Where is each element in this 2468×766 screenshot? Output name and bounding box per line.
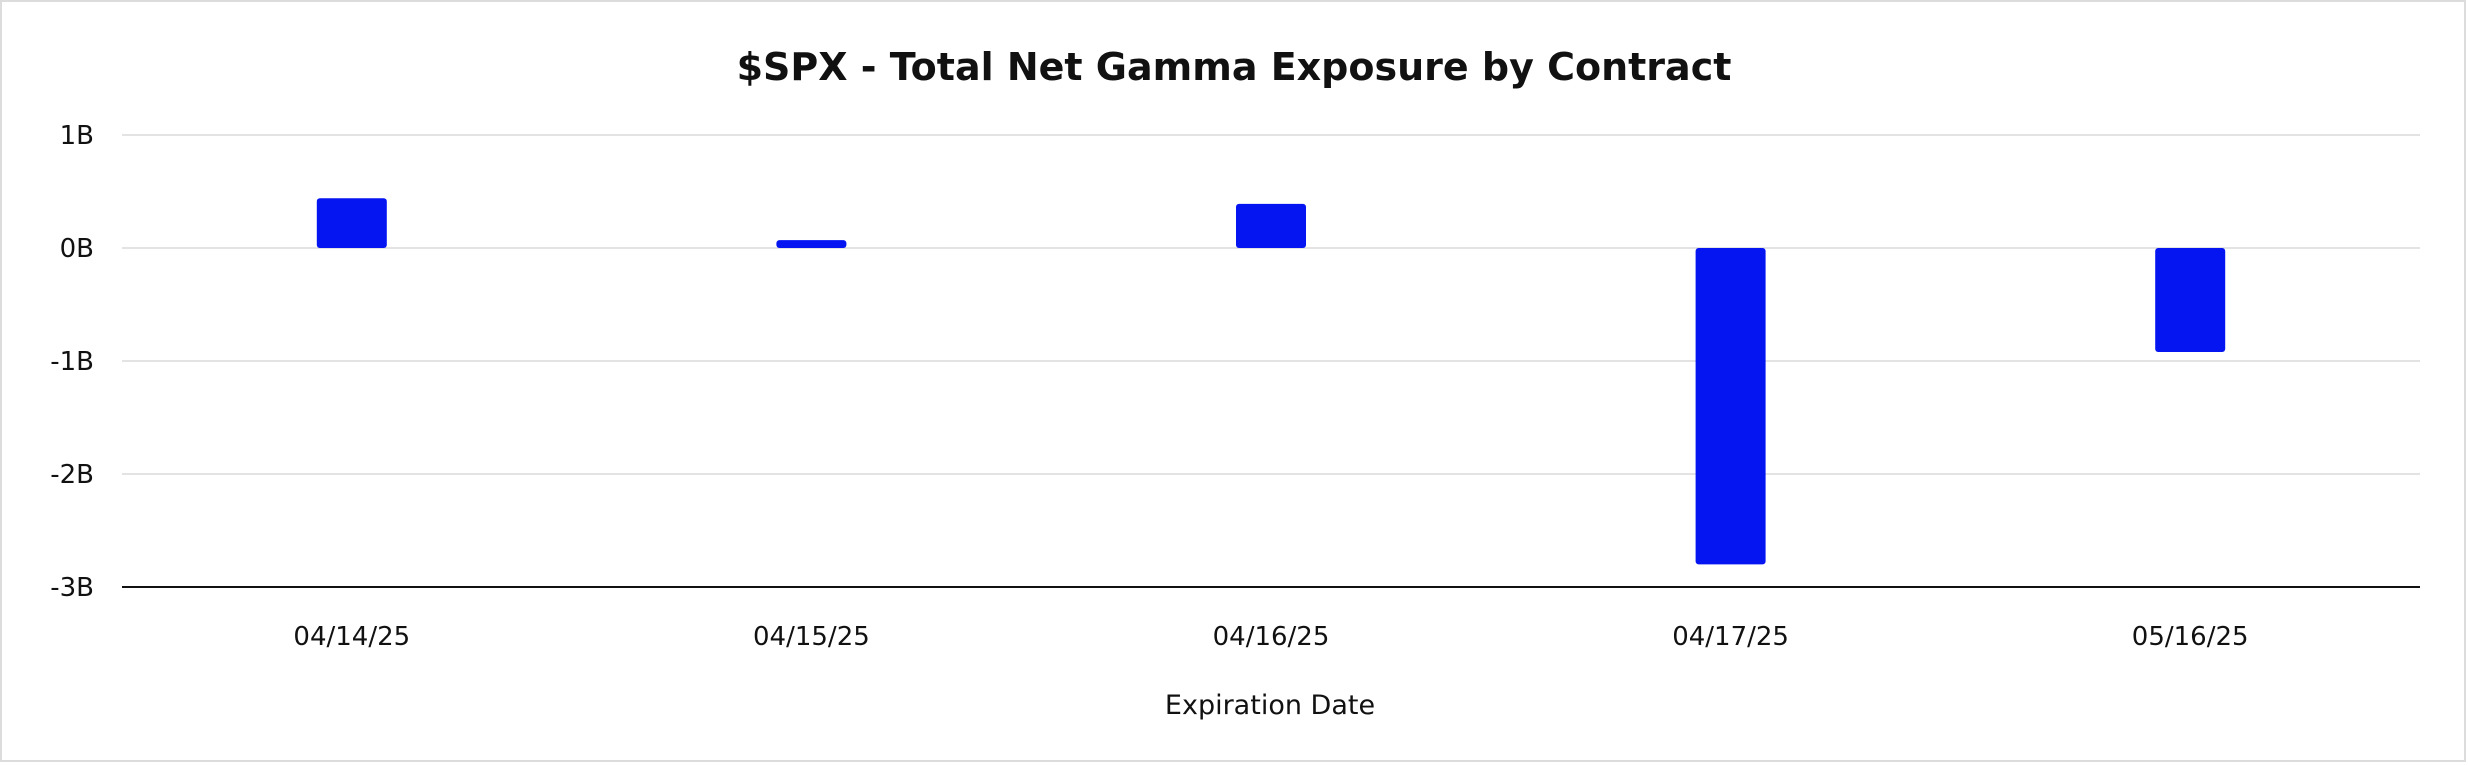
x-axis-label: Expiration Date <box>1165 690 1375 721</box>
grid-lines <box>122 134 2420 475</box>
bar-04/14/25[interactable] <box>316 198 387 248</box>
x-tick-label: 04/14/25 <box>293 622 410 652</box>
x-tick-label: 05/16/25 <box>2132 622 2249 652</box>
x-tick-label: 04/15/25 <box>753 622 870 652</box>
x-tick-label: 04/16/25 <box>1213 622 1330 652</box>
bar-04/15/25[interactable] <box>776 240 847 248</box>
y-tick-label: 0B <box>60 234 94 264</box>
y-tick-label: -3B <box>50 573 94 603</box>
x-axis-ticks: 04/14/25 04/15/25 04/16/25 04/17/25 05/16/25 <box>293 622 2248 652</box>
y-tick-label: -2B <box>50 460 94 490</box>
chart-title: $SPX - Total Net Gamma Exposure by Contr… <box>737 45 1732 89</box>
bar-04/17/25[interactable] <box>1695 248 1766 565</box>
y-tick-label: -1B <box>50 347 94 377</box>
bar-05/16/25[interactable] <box>2155 248 2226 352</box>
bar-04/16/25[interactable] <box>1236 203 1306 248</box>
y-axis-ticks: 1B 0B -1B -2B -3B <box>50 121 94 603</box>
bar-series <box>316 198 2226 565</box>
x-tick-label: 04/17/25 <box>1672 622 1789 652</box>
y-tick-label: 1B <box>60 121 94 151</box>
